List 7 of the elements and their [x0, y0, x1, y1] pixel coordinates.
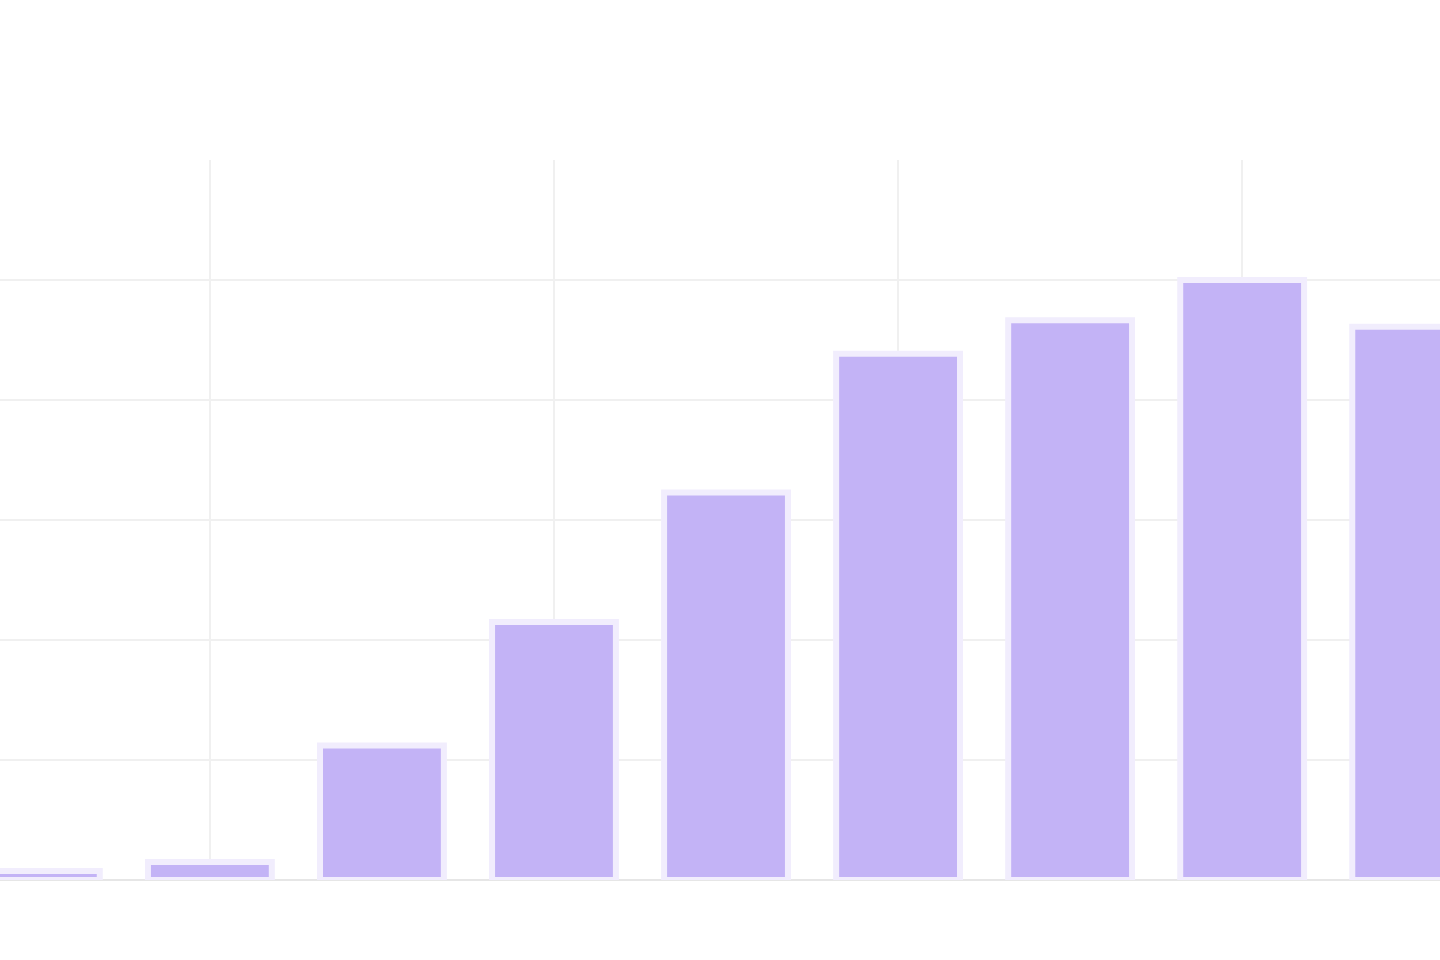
bar [317, 742, 447, 880]
bar [833, 350, 963, 880]
bar [489, 619, 619, 880]
bar [661, 489, 791, 880]
bar [1177, 277, 1308, 880]
bar [144, 859, 275, 880]
bar [1005, 317, 1136, 880]
